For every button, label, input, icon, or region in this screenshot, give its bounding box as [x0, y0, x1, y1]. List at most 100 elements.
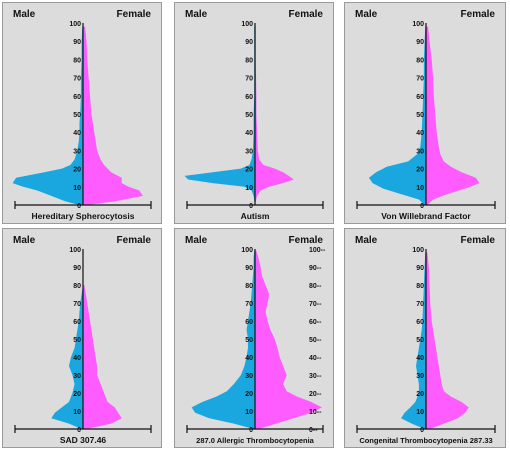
y-tick-label: 90 — [73, 265, 81, 272]
y-tick-label: 30 — [416, 373, 424, 380]
y-tick-label: 100 — [241, 21, 253, 28]
y-tick-label: 90 — [73, 39, 81, 46]
y-tick-label: 50 — [245, 337, 253, 344]
y-tick-label: 50 — [245, 112, 253, 119]
y-tick-label: 100 — [412, 21, 424, 28]
y-tick-label: 20 — [73, 167, 81, 174]
female-area — [255, 26, 294, 205]
y-tick-label: 90 — [245, 265, 253, 272]
y-tick-label: 60 — [73, 319, 81, 326]
y-tick-label: 80 — [73, 283, 81, 290]
y-tick-label: 70 — [245, 76, 253, 83]
y-tick-label: 100 — [241, 247, 253, 254]
y-tick-label: 20 — [416, 391, 424, 398]
right-label: Female — [117, 9, 152, 20]
y-tick-label: 100 — [69, 21, 81, 28]
chart-panel-von-willebrand-factor: Male Female 0 10 20 30 40 50 60 70 80 90 100 Von Will… — [344, 2, 506, 224]
chart-svg: Male Female 0 10 20 30 40 50 60 70 80 90 100 Congenit… — [355, 235, 496, 445]
female-area — [426, 252, 469, 429]
y-tick-label: 0 — [420, 203, 424, 210]
y-tick-label: 30 — [245, 373, 253, 380]
y-tick-label: 10 — [416, 409, 424, 416]
right-tick-label: 70-- — [309, 301, 322, 308]
y-tick-label: 0 — [249, 427, 253, 434]
y-tick-label: 0 — [420, 427, 424, 434]
y-tick-label: 0 — [249, 203, 253, 210]
y-tick-label: 40 — [73, 130, 81, 137]
right-tick-label: 50-- — [309, 337, 322, 344]
y-tick-label: 20 — [416, 167, 424, 174]
y-tick-label: 40 — [73, 355, 81, 362]
chart-svg: Male Female 0 10 20 30 40 50 60 70 80 90 100 SAD 307.… — [13, 235, 152, 445]
y-tick-label: 30 — [416, 148, 424, 155]
chart-title: Autism — [241, 211, 270, 221]
y-tick-label: 90 — [416, 265, 424, 272]
left-label: Male — [355, 235, 378, 246]
y-tick-label: 0 — [77, 427, 81, 434]
left-label: Male — [185, 235, 208, 246]
chart-panel-congenital-thrombocytopenia: Male Female 0 10 20 30 40 50 60 70 80 90 100 Congenit… — [344, 228, 506, 448]
y-tick-label: 70 — [245, 301, 253, 308]
right-tick-label: 30-- — [309, 373, 322, 380]
chart-svg: Male Female 0 10 20 30 40 50 60 70 80 90 100 Heredita… — [12, 9, 152, 221]
y-tick-label: 50 — [73, 337, 81, 344]
female-area — [426, 26, 480, 205]
left-label: Male — [13, 235, 36, 246]
y-tick-label: 10 — [245, 409, 253, 416]
y-tick-label: 80 — [245, 283, 253, 290]
chart-svg: Male Female 0 10 20 30 40 50 60 70 80 90 100 Von Will… — [355, 9, 496, 221]
chart-title: Congenital Thrombocytopenia 287.33 — [359, 436, 492, 445]
female-area — [83, 285, 122, 429]
right-label: Female — [289, 9, 324, 20]
right-label: Female — [117, 235, 152, 246]
y-tick-label: 100 — [412, 247, 424, 254]
y-tick-label: 80 — [73, 57, 81, 64]
y-tick-label: 70 — [416, 301, 424, 308]
right-label: Female — [461, 235, 496, 246]
chart-panel-allergic-thrombocytopenia: Male Female 0 0-- 10 10-- 20 20-- 30 30-- 40 40-- 50… — [174, 228, 334, 448]
y-tick-label: 10 — [245, 185, 253, 192]
left-label: Male — [185, 9, 208, 20]
y-tick-label: 100 — [69, 247, 81, 254]
y-tick-label: 10 — [73, 185, 81, 192]
right-tick-label: 90-- — [309, 265, 322, 272]
y-tick-label: 80 — [245, 57, 253, 64]
left-label: Male — [355, 9, 378, 20]
chart-panel-autism: Male Female 0 10 20 30 40 50 60 70 80 90 100 Autism — [174, 2, 334, 224]
y-tick-label: 90 — [416, 39, 424, 46]
right-label: Female — [289, 235, 324, 246]
y-tick-label: 60 — [416, 94, 424, 101]
right-tick-label: 20-- — [309, 391, 322, 398]
chart-svg: Male Female 0 0-- 10 10-- 20 20-- 30 30-- 40 40-- 50… — [185, 235, 326, 445]
y-tick-label: 10 — [73, 409, 81, 416]
right-label: Female — [461, 9, 496, 20]
y-tick-label: 70 — [416, 76, 424, 83]
y-tick-label: 40 — [245, 130, 253, 137]
y-tick-label: 60 — [245, 94, 253, 101]
male-area — [184, 26, 255, 205]
y-tick-label: 80 — [416, 57, 424, 64]
y-tick-label: 70 — [73, 76, 81, 83]
y-tick-label: 30 — [73, 148, 81, 155]
y-tick-label: 30 — [245, 148, 253, 155]
male-area — [191, 250, 255, 429]
chart-svg: Male Female 0 10 20 30 40 50 60 70 80 90 100 Autism — [184, 9, 324, 221]
y-tick-label: 50 — [73, 112, 81, 119]
y-tick-label: 50 — [416, 337, 424, 344]
right-tick-label: 10-- — [309, 409, 322, 416]
y-tick-label: 50 — [416, 112, 424, 119]
y-tick-label: 20 — [245, 391, 253, 398]
male-area — [368, 26, 426, 205]
female-area — [255, 250, 322, 429]
y-tick-label: 30 — [73, 373, 81, 380]
chart-panel-sad-307-46: Male Female 0 10 20 30 40 50 60 70 80 90 100 SAD 307.… — [2, 228, 162, 448]
y-tick-label: 20 — [245, 167, 253, 174]
y-tick-label: 80 — [416, 283, 424, 290]
y-tick-label: 60 — [416, 319, 424, 326]
chart-panel-hereditary-spherocytosis: Male Female 0 10 20 30 40 50 60 70 80 90 100 Heredita… — [2, 2, 162, 224]
y-tick-label: 40 — [245, 355, 253, 362]
y-tick-label: 60 — [245, 319, 253, 326]
left-label: Male — [13, 9, 36, 20]
y-tick-label: 20 — [73, 391, 81, 398]
male-area — [12, 26, 84, 205]
